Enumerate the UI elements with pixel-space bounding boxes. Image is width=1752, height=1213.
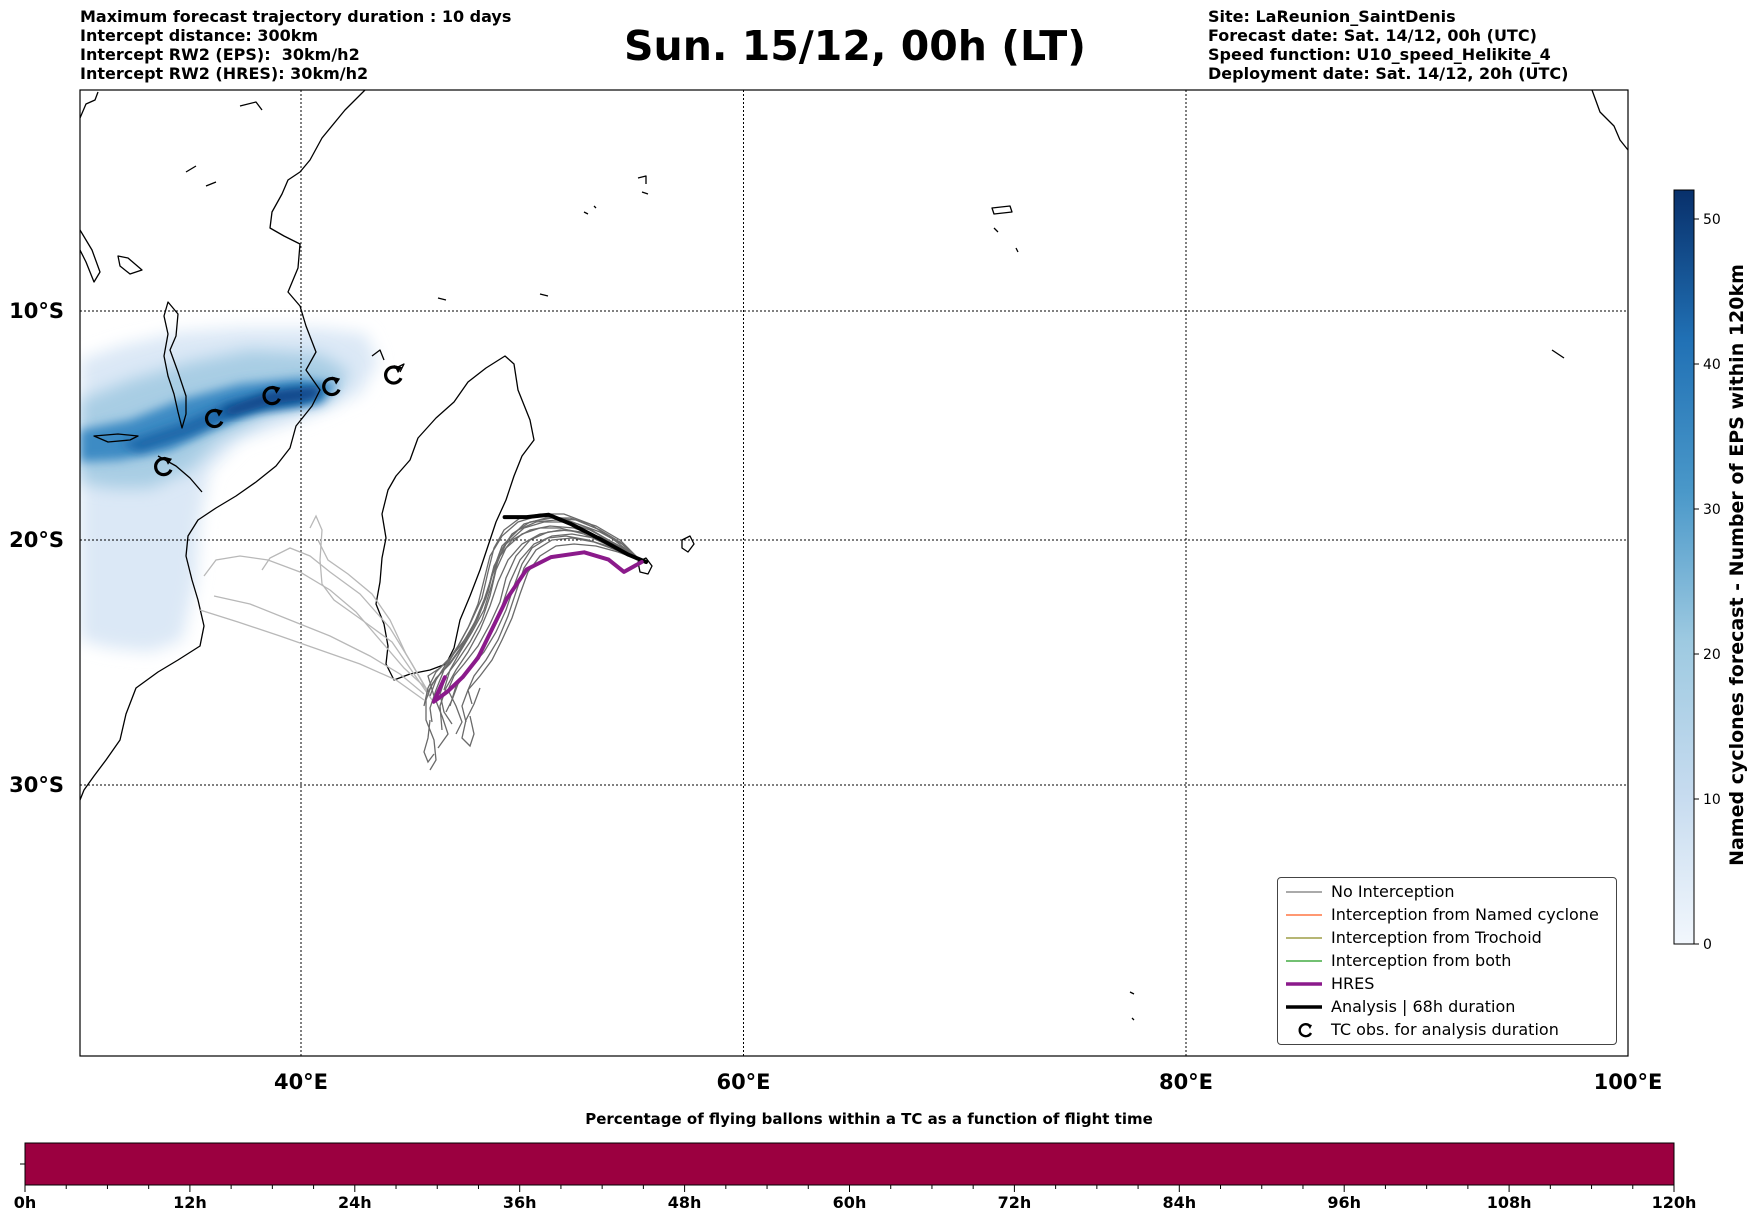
legend-item-hres: HRES [1278,973,1616,995]
legend-label: Analysis | 68h duration [1331,997,1516,1016]
africa-coast [80,90,366,801]
legend-swatch [1286,1005,1322,1009]
site-name: Site: LaReunion_SaintDenis [1208,7,1456,26]
colorbar-tick-label: 30 [1703,502,1721,518]
legend-item-tc-obs: TC obs. for analysis duration [1278,1019,1616,1041]
lon-label-80: 80°E [1159,1070,1213,1094]
seychelles [637,175,649,195]
flight-time-tick-label: 120h [1652,1193,1697,1212]
flight-time-bar-title: Percentage of flying ballons within a TC… [585,1110,1153,1128]
legend-item-named-cyclone: Interception from Named cyclone [1278,904,1616,926]
max-trajectory-duration: Maximum forecast trajectory duration : 1… [80,7,512,26]
flight-time-tick-label: 84h [1162,1193,1196,1212]
legend-swatch [1286,982,1322,986]
colorbar: 0 10 20 30 40 50 [1673,189,1721,953]
page-title: Sun. 15/12, 00h (LT) [624,22,1086,70]
colorbar-tick-label: 0 [1703,937,1712,953]
cyclone-obs-marker [322,376,341,397]
forecast-date: Forecast date: Sat. 14/12, 00h (UTC) [1208,26,1537,45]
mascarene-2 [993,227,1019,253]
lon-label-40: 40°E [274,1070,328,1094]
lon-label-60: 60°E [716,1070,770,1094]
speed-function: Speed function: U10_speed_Helikite_4 [1208,45,1551,64]
lake-tanganyika [80,229,101,283]
percentage-bar [24,1142,1675,1186]
amsterdam-island [1129,991,1135,1021]
lake-mweru [93,433,139,443]
lake-malawi [163,301,187,429]
islet-group [437,205,597,301]
colorbar-tick-label: 20 [1703,647,1721,663]
map-axis-labels: 40°E 60°E 80°E 100°E 10°S 20°S 30°S [9,299,1662,1094]
legend-label: TC obs. for analysis duration [1331,1020,1559,1039]
lon-label-100: 100°E [1594,1070,1663,1094]
legend-label: HRES [1331,974,1375,993]
flight-time-tick-label: 96h [1327,1193,1361,1212]
legend-item-no-interception: No Interception [1278,881,1616,903]
legend-item-both: Interception from both [1278,950,1616,972]
eps-density-field [80,328,378,652]
map-gridlines [80,90,1628,1056]
ensemble-tracks [423,513,641,771]
cyclone-obs-marker [384,365,403,385]
cyclone-icon [1298,1023,1313,1038]
colorbar-label: Named cyclones forecast - Number of EPS … [1726,264,1748,866]
colorbar-gradient [1673,189,1695,945]
header-left-info: Maximum forecast trajectory duration : 1… [80,7,511,83]
lat-label-30s: 30°S [9,773,64,797]
ensemble-tracks-west [199,514,433,701]
colorbar-ticks: 0 10 20 30 40 50 [1694,212,1721,953]
lake-victoria [117,255,143,275]
cyclone-obs-marker [262,385,281,406]
flight-time-bar: 0h 12h 24h 36h 48h 60h 72h 84h 96h 108h 120h [14,1142,1697,1212]
map-frame [79,89,1629,1057]
colorbar-tick-label: 50 [1703,212,1721,228]
east-africa-islands [185,101,263,187]
mauritius-island [681,535,695,553]
legend-label: Interception from Trochoid [1331,928,1542,947]
flight-time-tick-label: 36h [503,1193,537,1212]
header-right-info: Site: LaReunion_SaintDenis Forecast date… [1208,7,1568,83]
intercept-distance: Intercept distance: 300km [80,26,319,45]
madagascar-coast [375,355,535,681]
flight-time-tick-label: 60h [833,1193,867,1212]
colorbar-label-wrap: Named cyclones forecast - Number of EPS … [1722,190,1752,940]
map-area [80,90,1628,1056]
analysis-track [502,512,649,564]
hres-track [431,550,644,704]
map-legend: No Interception Interception from Named … [1277,877,1617,1045]
flight-time-tick-label: 72h [998,1193,1032,1212]
flight-time-tick-label: 48h [668,1193,702,1212]
reunion-island [637,557,653,575]
legend-item-analysis: Analysis | 68h duration [1278,996,1616,1018]
flight-time-ticks: 0h 12h 24h 36h 48h 60h 72h 84h 96h 108h 120h [14,1185,1697,1212]
lat-label-10s: 10°S [9,299,64,323]
colorbar-tick-label: 10 [1703,792,1721,808]
flight-time-tick-label: 0h [14,1193,37,1212]
deployment-date: Deployment date: Sat. 14/12, 20h (UTC) [1208,64,1569,83]
australia-nw [1591,90,1628,151]
legend-label: Interception from Named cyclone [1331,905,1599,924]
flight-time-tick-label: 12h [173,1193,207,1212]
cyclone-obs-markers [154,365,403,477]
legend-swatch [1286,891,1322,893]
legend-swatch [1286,937,1322,939]
legend-swatch [1286,914,1322,916]
cyclone-obs-marker [204,408,224,429]
flight-time-tick-label: 24h [338,1193,372,1212]
mascarene-1 [991,205,1013,215]
intercept-rw2-eps: Intercept RW2 (EPS): 30km/h2 [80,45,360,64]
colorbar-tick-label: 40 [1703,357,1721,373]
legend-swatch [1286,960,1322,962]
flight-time-tick-label: 108h [1487,1193,1532,1212]
legend-label: Interception from both [1331,951,1512,970]
intercept-rw2-hres: Intercept RW2 (HRES): 30km/h2 [80,64,369,83]
legend-label: No Interception [1331,882,1455,901]
legend-item-trochoid: Interception from Trochoid [1278,927,1616,949]
chagos-rocks [1551,349,1565,359]
cyclone-obs-marker [154,456,173,477]
lat-label-20s: 20°S [9,528,64,552]
